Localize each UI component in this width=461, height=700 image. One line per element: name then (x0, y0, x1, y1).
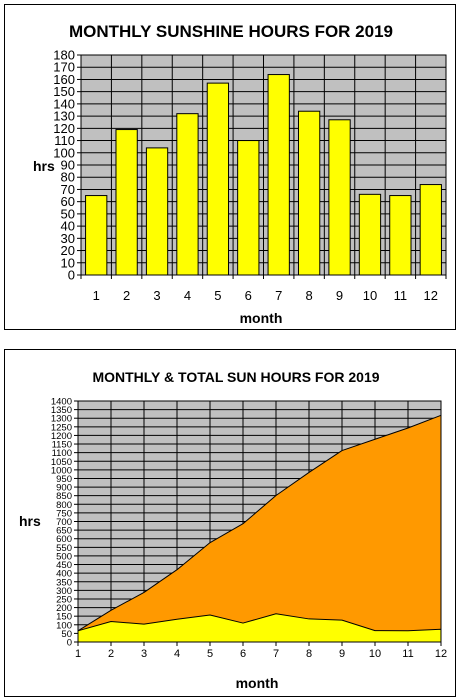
x-tick-label: 12 (435, 648, 447, 660)
x-tick-label: 8 (306, 288, 313, 303)
y-tick-label: 30 (61, 231, 75, 246)
bar-month-5 (206, 82, 230, 276)
y-tick-label: 900 (56, 483, 72, 494)
x-tick-label: 5 (214, 288, 221, 303)
y-tick-label: 90 (61, 158, 75, 173)
x-tick-label: 8 (306, 648, 312, 660)
y-tick-label: 700 (56, 517, 72, 528)
y-tick-label: 950 (56, 474, 72, 485)
x-tick-label: 4 (184, 288, 191, 303)
bar-month-11 (389, 195, 412, 276)
y-tick-label: 200 (56, 603, 72, 614)
x-tick-label: 4 (174, 648, 180, 660)
x-tick-label: 7 (273, 648, 279, 660)
y-tick-label: 500 (56, 551, 72, 562)
x-axis-label: month (240, 310, 283, 326)
y-tick-label: 450 (56, 560, 72, 571)
y-tick-label: 1200 (51, 431, 72, 442)
y-tick-label: 130 (53, 109, 75, 124)
y-tick-label: 1400 (51, 397, 72, 408)
y-tick-label: 800 (56, 500, 72, 511)
y-tick-label: 550 (56, 543, 72, 554)
y-tick-label: 170 (53, 60, 75, 75)
bar-month-3 (145, 147, 169, 276)
y-tick-label: 40 (61, 219, 75, 234)
x-tick-label: 1 (75, 648, 81, 660)
y-tick-label: 50 (61, 206, 75, 221)
chart-title: MONTHLY SUNSHINE HOURS FOR 2019 (69, 22, 393, 41)
y-tick-label: 70 (61, 182, 75, 197)
x-tick-label: 5 (207, 648, 213, 660)
x-tick-label: 11 (394, 288, 408, 303)
y-tick-label: 150 (53, 84, 75, 99)
y-tick-label: 0 (67, 638, 72, 649)
monthly-sunshine-chart-panel: MONTHLY SUNSHINE HOURS FOR 2019 0 10 20 30 4… (4, 4, 456, 330)
y-tick-label: 1050 (51, 457, 72, 468)
chart-title: MONTHLY & TOTAL SUN HOURS FOR 2019 (92, 369, 379, 385)
y-tick-label: 1100 (52, 448, 72, 459)
y-tick-label: 1150 (52, 440, 72, 451)
x-tick-label: 1 (93, 288, 100, 303)
bar-month-10 (358, 193, 382, 276)
y-tick-label: 850 (56, 491, 72, 502)
y-tick-label: 110 (54, 133, 75, 148)
x-tick-label: 9 (339, 648, 345, 660)
y-tick-label: 250 (56, 594, 72, 605)
bar-month-2 (115, 129, 138, 276)
y-tick-label: 180 (53, 48, 75, 63)
y-tick-label: 1350 (51, 405, 72, 416)
y-tick-label: 60 (61, 194, 75, 209)
y-tick-label: 50 (61, 629, 72, 640)
x-tick-label: 10 (369, 648, 381, 660)
y-tick-label: 600 (56, 534, 72, 545)
y-tick-label: 750 (56, 508, 72, 519)
y-tick-label: 20 (61, 243, 75, 258)
y-tick-label: 300 (56, 586, 72, 597)
monthly-total-sun-chart-panel: MONTHLY & TOTAL SUN HOURS FOR 2019 0 50 10… (4, 349, 456, 697)
y-axis-label: hrs (19, 513, 41, 529)
bar-month-4 (176, 113, 199, 276)
y-tick-label: 120 (53, 121, 75, 136)
y-tick-label: 100 (53, 145, 75, 160)
x-tick-label: 7 (275, 288, 282, 303)
x-tick-label: 6 (240, 648, 246, 660)
y-axis-label: hrs (33, 158, 55, 174)
area-series-total (77, 414, 442, 643)
y-tick-label: 150 (56, 612, 72, 623)
y-tick-label: 1000 (51, 465, 72, 476)
x-tick-label: 12 (424, 288, 438, 303)
bar-month-9 (328, 119, 351, 276)
y-tick-label: 350 (56, 577, 72, 588)
bar-month-7 (267, 74, 290, 276)
x-tick-label: 2 (123, 288, 130, 303)
monthly-total-sun-area-chart: MONTHLY & TOTAL SUN HOURS FOR 2019 05010… (19, 369, 447, 691)
y-tick-label: 80 (61, 170, 75, 185)
bar-month-8 (297, 110, 321, 276)
y-tick-label: 1250 (51, 422, 72, 433)
y-tick-label: 650 (56, 526, 72, 537)
x-tick-label: 3 (153, 288, 160, 303)
x-tick-label: 11 (402, 648, 413, 660)
x-tick-label: 2 (108, 648, 114, 660)
y-tick-label: 0 (68, 268, 75, 283)
bar-month-6 (237, 140, 260, 276)
x-axis-label: month (236, 675, 279, 691)
x-tick-label: 10 (363, 288, 377, 303)
y-tick-label: 1300 (51, 414, 72, 425)
x-tick-label: 3 (141, 648, 147, 660)
bar-month-1 (85, 195, 108, 276)
y-tick-label: 100 (56, 620, 72, 631)
y-tick-label: 160 (53, 72, 75, 87)
x-tick-label: 6 (245, 288, 252, 303)
y-tick-label: 400 (56, 569, 72, 580)
x-tick-label: 9 (336, 288, 343, 303)
bar-month-12 (419, 184, 442, 276)
area-series-monthly (77, 613, 442, 643)
y-tick-label: 10 (61, 255, 75, 270)
y-tick-label: 140 (53, 96, 75, 111)
monthly-sunshine-bar-chart: MONTHLY SUNSHINE HOURS FOR 2019 01020304… (33, 22, 447, 326)
